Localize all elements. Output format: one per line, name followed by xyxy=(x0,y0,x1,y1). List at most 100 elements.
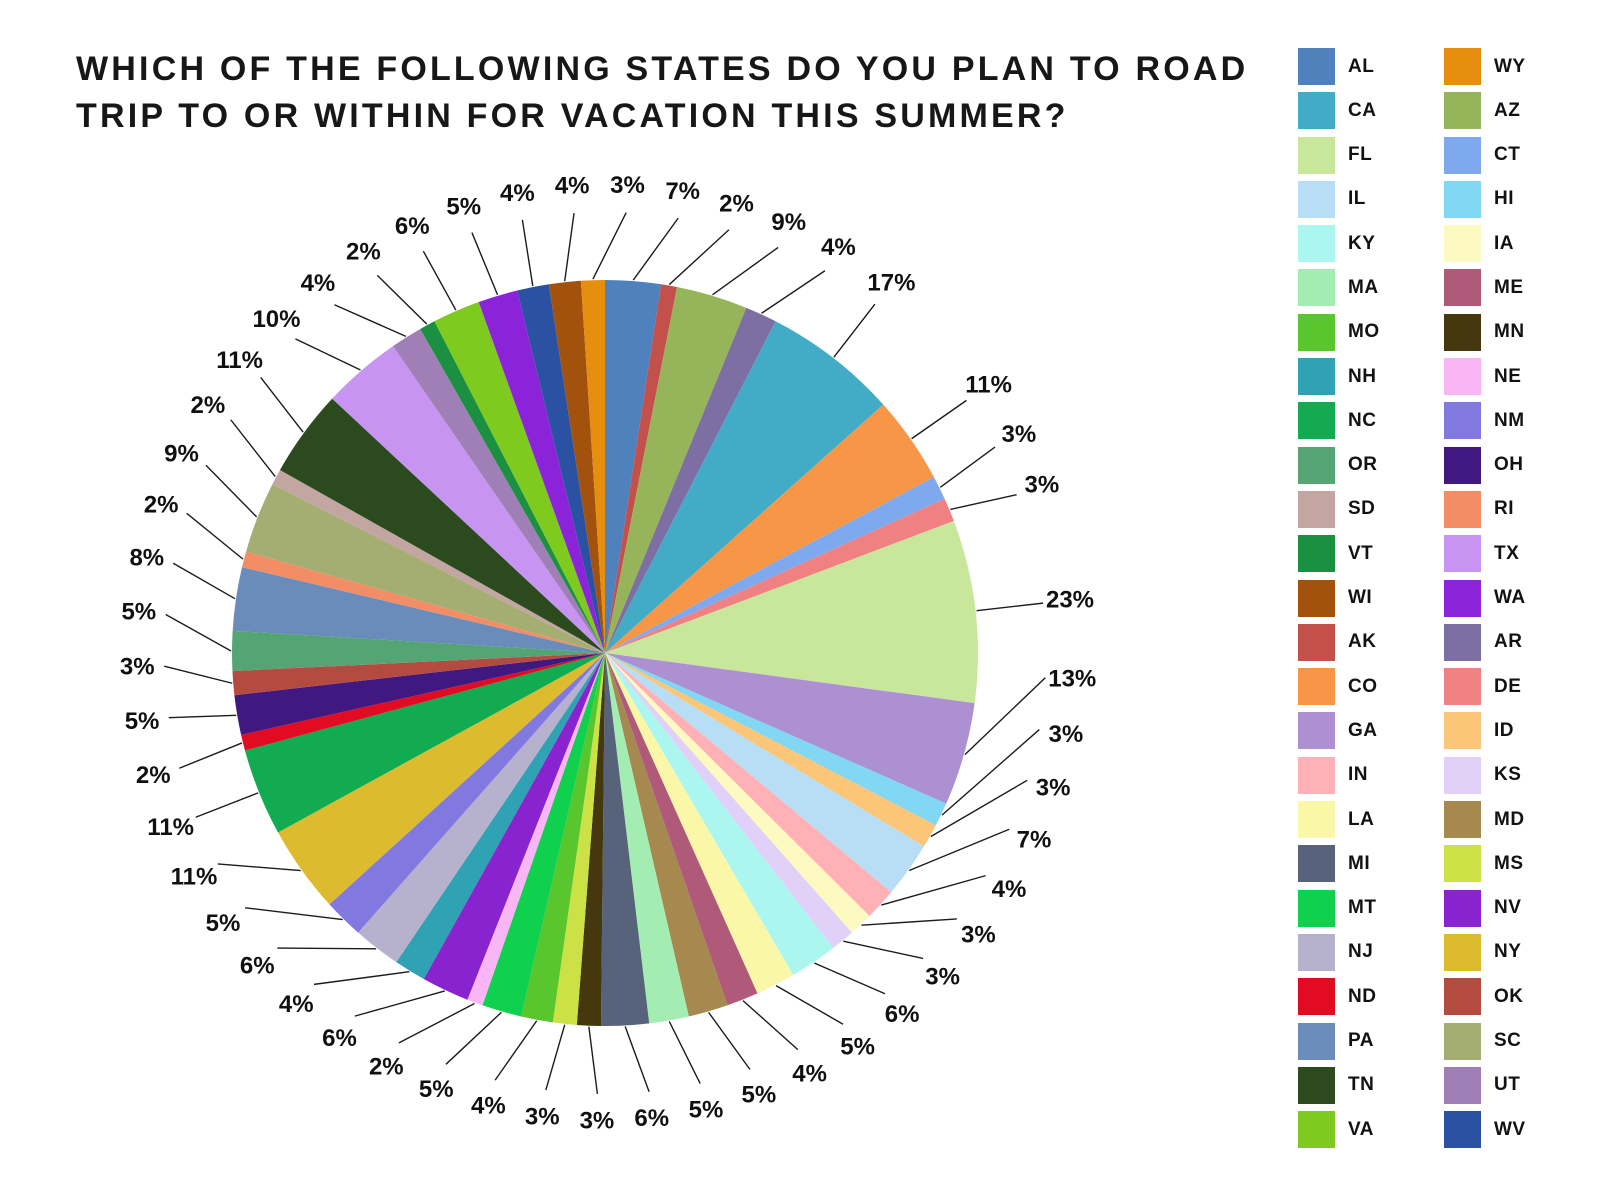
pie-slice-TN xyxy=(279,398,605,653)
pie-slice-OK xyxy=(232,653,605,696)
leader-line-MA xyxy=(668,1021,701,1084)
legend-swatch-UT xyxy=(1444,1066,1481,1104)
legend-swatch-NV xyxy=(1444,889,1481,927)
legend-item-MO: MO xyxy=(1298,313,1380,351)
leader-line-SD xyxy=(230,419,276,478)
leader-line-RI xyxy=(186,512,244,560)
legend-label-IN: IN xyxy=(1348,764,1368,786)
pie-label-SD: 2% xyxy=(190,392,225,419)
leader-line-VA xyxy=(422,250,457,311)
leader-line-NV xyxy=(354,990,445,1017)
pie-label-OH: 5% xyxy=(125,708,160,735)
pie-label-WV: 4% xyxy=(500,180,535,207)
legend-label-OK: OK xyxy=(1494,985,1524,1007)
legend-swatch-MD xyxy=(1444,801,1481,839)
legend-item-MA: MA xyxy=(1298,269,1380,307)
legend-item-MT: MT xyxy=(1298,889,1380,927)
leader-line-MO xyxy=(494,1020,538,1081)
legend-item-NC: NC xyxy=(1298,402,1380,440)
pie-label-TN: 11% xyxy=(216,347,263,374)
legend-swatch-MI xyxy=(1298,845,1335,883)
legend-swatch-ID xyxy=(1444,712,1481,750)
pie-slice-KS xyxy=(605,653,852,948)
pie-slice-LA xyxy=(605,653,794,994)
legend-swatch-SC xyxy=(1444,1022,1481,1060)
pie-label-ME: 4% xyxy=(792,1060,827,1087)
legend-swatch-NJ xyxy=(1298,933,1335,971)
pie-label-KS: 3% xyxy=(925,964,960,991)
legend-item-OR: OR xyxy=(1298,446,1380,484)
legend-swatch-VA xyxy=(1298,1111,1335,1149)
pie-slice-NY xyxy=(278,653,605,905)
legend-column-2: WY AZ CT HI IA ME MN NE NM OH RI TX WA AR DE ID KS MD MS NV… xyxy=(1444,48,1526,1155)
legend-item-OH: OH xyxy=(1444,446,1526,484)
legend-label-ND: ND xyxy=(1348,985,1377,1007)
leader-line-LA xyxy=(775,984,844,1025)
pie-slice-ND xyxy=(241,653,605,751)
legend-item-SD: SD xyxy=(1298,490,1380,528)
legend-label-MO: MO xyxy=(1348,321,1380,343)
legend-swatch-OK xyxy=(1444,978,1481,1016)
pie-slice-CT xyxy=(605,477,945,653)
pie-label-TX: 10% xyxy=(252,306,300,333)
legend-swatch-WY xyxy=(1444,48,1481,85)
legend-label-NC: NC xyxy=(1348,409,1377,431)
legend-swatch-MA xyxy=(1298,269,1335,307)
legend-swatch-KS xyxy=(1444,756,1481,794)
legend-label-WA: WA xyxy=(1494,587,1526,609)
leader-line-GA xyxy=(964,677,1046,756)
leader-line-NM xyxy=(244,907,343,921)
legend-label-CA: CA xyxy=(1348,99,1377,121)
legend-item-GA: GA xyxy=(1298,712,1380,750)
legend-label-KS: KS xyxy=(1494,764,1522,786)
pie-slice-AZ xyxy=(605,287,747,653)
pie-label-NH: 4% xyxy=(279,991,314,1018)
pie-label-NJ: 6% xyxy=(240,953,275,980)
pie-slice-IN xyxy=(605,653,892,917)
leader-line-AR xyxy=(761,270,826,314)
pie-slice-SC xyxy=(246,484,606,653)
legend-item-WY: WY xyxy=(1444,48,1526,85)
pie-slice-RI xyxy=(242,551,605,653)
legend-label-CT: CT xyxy=(1494,144,1521,166)
legend-label-MT: MT xyxy=(1348,897,1377,919)
legend-item-WI: WI xyxy=(1298,579,1380,617)
pie-label-FL: 23% xyxy=(1046,587,1094,614)
legend-swatch-DE xyxy=(1444,668,1481,706)
pie-slice-AK xyxy=(605,284,678,653)
pie-slice-MS xyxy=(552,653,605,1025)
leader-line-NY xyxy=(217,863,301,872)
pie-label-PA: 8% xyxy=(129,544,164,571)
pie-slice-VT xyxy=(420,321,605,653)
legend-label-NV: NV xyxy=(1494,897,1522,919)
legend-item-AZ: AZ xyxy=(1444,92,1526,130)
legend-swatch-HI xyxy=(1444,180,1481,218)
pie-label-AL: 7% xyxy=(665,178,700,205)
leader-line-CT xyxy=(939,446,996,488)
legend-swatch-MS xyxy=(1444,845,1481,883)
leader-line-MI xyxy=(624,1026,650,1093)
legend-swatch-RI xyxy=(1444,490,1481,528)
legend-item-NM: NM xyxy=(1444,402,1526,440)
leader-line-NH xyxy=(313,971,410,986)
pie-label-OR: 5% xyxy=(121,599,156,626)
leader-line-ID xyxy=(930,779,1028,838)
legend-column-1: AL CA FL IL KY MA MO NH NC OR SD VT WI AK CO GA IN LA MI MT… xyxy=(1298,48,1380,1155)
legend-item-NJ: NJ xyxy=(1298,933,1380,971)
legend-item-DE: DE xyxy=(1444,668,1526,706)
pie-slice-KY xyxy=(605,653,834,976)
legend-item-LA: LA xyxy=(1298,801,1380,839)
legend-item-UT: UT xyxy=(1444,1066,1526,1104)
legend-swatch-WI xyxy=(1298,579,1335,617)
pie-slice-MT xyxy=(482,653,605,1017)
legend-label-MN: MN xyxy=(1494,321,1525,343)
pie-label-AK: 2% xyxy=(719,190,754,217)
legend-swatch-MT xyxy=(1298,889,1335,927)
leader-line-UT xyxy=(334,304,407,338)
pie-percent-labels: 7% 2%9%4%17%11%3%3%23%13%3%3%7%4%3%3%6%5%… xyxy=(120,172,1096,1134)
pie-slice-FL xyxy=(605,521,979,704)
legend-item-VT: VT xyxy=(1298,535,1380,573)
legend-label-UT: UT xyxy=(1494,1074,1521,1096)
pie-label-OK: 3% xyxy=(120,653,155,680)
pie-slice-MN xyxy=(576,653,605,1026)
